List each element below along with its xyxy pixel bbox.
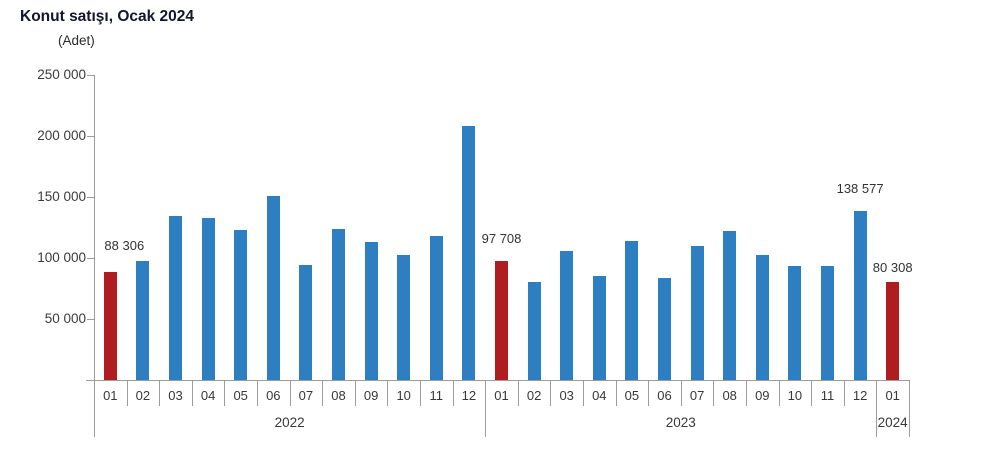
month-label-2022-10: 10 [396, 388, 411, 403]
bar-annotation-2022-01: 88 306 [104, 238, 145, 254]
y-axis-label-100000: 100 000 [37, 250, 86, 265]
bar-annotation-2023-12: 138 577 [836, 180, 884, 196]
month-separator-9 [387, 380, 389, 406]
month-label-2023-08: 08 [722, 388, 737, 403]
bar-2024-01 [886, 282, 900, 380]
bar-2023-03 [560, 251, 574, 380]
bar-2022-10 [397, 254, 411, 380]
year-separator-24 [876, 380, 878, 437]
bar-2023-09 [755, 254, 769, 380]
bar-2022-07 [299, 265, 313, 380]
bar-2023-05 [625, 241, 639, 380]
month-separator-5 [257, 380, 258, 406]
bar-2023-01 [495, 260, 508, 380]
month-label-2023-10: 10 [787, 388, 803, 403]
month-separator-20 [746, 380, 747, 406]
bar-2022-05 [234, 230, 248, 380]
month-separator-19 [713, 380, 715, 406]
bar-2023-12 [853, 210, 867, 380]
month-label-2023-06: 06 [657, 388, 672, 403]
bar-2022-09 [364, 241, 378, 380]
bar-2022-06 [266, 196, 280, 380]
month-label-2022-04: 04 [200, 388, 216, 403]
bar-2022-01 [103, 272, 117, 380]
year-label-2023: 2023 [665, 415, 696, 430]
month-label-2022-11: 11 [429, 388, 444, 403]
bar-2023-10 [788, 265, 802, 380]
month-separator-2 [159, 380, 161, 406]
month-separator-6 [289, 380, 291, 406]
bar-2022-02 [136, 260, 150, 380]
month-label-2022-02: 02 [135, 388, 151, 403]
month-label-2022-09: 09 [363, 388, 379, 403]
y-axis-tick-100000 [87, 258, 94, 259]
y-axis-label-50000: 50 000 [44, 311, 86, 326]
bar-2022-04 [201, 217, 215, 380]
month-label-2023-03: 03 [559, 388, 574, 403]
bar-2022-12 [462, 126, 476, 380]
bar-annotation-2024-01: 80 308 [872, 260, 913, 276]
month-label-2023-11: 11 [820, 388, 835, 403]
bar-2023-02 [527, 282, 541, 380]
y-axis-label-250000: 250 000 [37, 67, 86, 82]
unit-label: (Adet) [58, 33, 95, 48]
y-axis-tick-250000 [87, 75, 94, 76]
month-label-2022-12: 12 [461, 388, 477, 403]
month-label-2023-12: 12 [852, 388, 868, 403]
month-label-2022-08: 08 [331, 388, 346, 403]
year-label-2022: 2022 [274, 415, 305, 430]
month-separator-4 [224, 380, 226, 406]
y-axis-tick-150000 [87, 197, 94, 198]
month-label-2022-05: 05 [233, 388, 248, 403]
month-separator-3 [191, 380, 193, 406]
month-separator-23 [843, 380, 845, 406]
month-label-2022-07: 07 [298, 388, 314, 403]
y-axis-line [94, 75, 95, 380]
month-separator-1 [126, 380, 128, 406]
y-axis-label-150000: 150 000 [37, 189, 86, 204]
month-label-2022-03: 03 [168, 388, 183, 403]
month-label-2022-01: 01 [103, 388, 118, 403]
month-label-2024-01: 01 [885, 388, 900, 403]
year-separator-25 [909, 380, 910, 437]
month-label-2023-04: 04 [592, 388, 607, 403]
year-separator-0 [94, 380, 95, 437]
month-separator-18 [680, 380, 682, 406]
month-label-2022-06: 06 [266, 388, 281, 403]
month-separator-15 [583, 380, 584, 406]
month-separator-21 [778, 380, 780, 406]
month-separator-14 [550, 380, 552, 406]
chart-title: Konut satışı, Ocak 2024 [20, 8, 195, 25]
y-axis-tick-200000 [87, 136, 94, 137]
month-separator-16 [615, 380, 617, 406]
month-separator-13 [517, 380, 519, 406]
bar-2022-11 [429, 236, 443, 380]
month-separator-8 [354, 380, 356, 406]
month-separator-10 [420, 380, 421, 406]
bar-2023-04 [592, 275, 606, 380]
bar-2023-08 [723, 231, 737, 380]
month-separator-17 [648, 380, 650, 406]
year-label-2024: 2024 [877, 415, 908, 430]
month-separator-7 [322, 380, 324, 406]
month-label-2023-01: 01 [494, 388, 509, 403]
month-separator-22 [811, 380, 813, 406]
month-label-2023-07: 07 [689, 388, 705, 403]
month-label-2023-09: 09 [755, 388, 770, 403]
year-separator-12 [485, 380, 487, 437]
month-label-2023-02: 02 [526, 388, 542, 403]
bar-annotation-2023-01: 97 708 [481, 230, 522, 246]
y-axis-label-200000: 200 000 [37, 128, 86, 143]
bar-2023-11 [821, 265, 834, 380]
y-axis-tick-50000 [87, 319, 94, 320]
month-separator-11 [452, 380, 454, 406]
x-axis-baseline [86, 380, 909, 381]
bar-2023-07 [690, 246, 704, 380]
bar-2023-06 [658, 277, 671, 380]
bar-2022-03 [169, 216, 182, 380]
month-label-2023-05: 05 [624, 388, 640, 403]
bar-2022-08 [332, 229, 345, 380]
